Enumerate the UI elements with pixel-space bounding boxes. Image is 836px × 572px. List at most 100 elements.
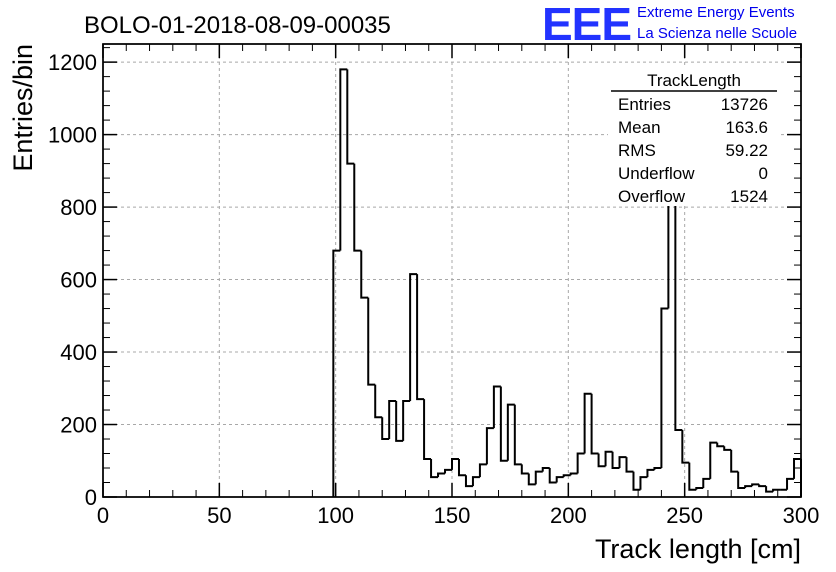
histogram-bin xyxy=(437,472,446,478)
histogram-bin xyxy=(513,404,522,466)
histogram-bin xyxy=(611,451,620,470)
histogram-bin xyxy=(793,457,801,479)
logo-line1: Extreme Energy Events xyxy=(637,4,795,21)
stats-title: TrackLength xyxy=(647,71,741,90)
histogram-bin xyxy=(667,191,676,309)
histogram-bin xyxy=(381,417,390,441)
stats-value-overflow: 1524 xyxy=(730,187,768,206)
histogram-bin xyxy=(569,472,578,476)
histogram-bin xyxy=(555,476,564,483)
stats-label-rms: RMS xyxy=(618,141,656,160)
histogram-bin xyxy=(534,470,543,485)
histogram-bin xyxy=(723,446,732,451)
histogram-bin xyxy=(786,477,795,490)
histogram-bin xyxy=(402,399,411,441)
histogram-bin xyxy=(478,463,487,478)
histogram-bin xyxy=(395,400,404,442)
histogram-bin xyxy=(457,458,466,477)
x-tick-label: 100 xyxy=(317,503,354,528)
histogram-bin xyxy=(709,441,718,479)
x-tick-label: 300 xyxy=(783,503,820,528)
logo-line2: La Scienza nelle Scuole xyxy=(637,25,797,42)
stats-label-entries: Entries xyxy=(618,95,671,114)
axis-ticks xyxy=(102,44,802,498)
x-tick-label: 250 xyxy=(666,503,703,528)
histogram-bin xyxy=(618,456,627,469)
histogram-bars xyxy=(332,68,802,497)
histogram-bin xyxy=(346,69,355,165)
stats-value-mean: 163.6 xyxy=(725,118,768,137)
histogram-bin xyxy=(464,475,473,488)
histogram-bin xyxy=(646,468,655,478)
y-tick-label: 1000 xyxy=(48,123,97,148)
histogram-bin xyxy=(562,474,571,478)
histogram-bin xyxy=(583,392,592,454)
y-tick-label: 200 xyxy=(60,413,97,438)
y-tick-label: 400 xyxy=(60,340,97,365)
histogram-bin xyxy=(765,486,774,493)
histogram-bin xyxy=(444,468,452,474)
histogram-bin xyxy=(332,249,341,497)
y-tick-label: 1200 xyxy=(48,50,97,75)
y-axis-title: Entries/bin xyxy=(8,44,38,172)
x-tick-label: 200 xyxy=(550,503,587,528)
histogram-bin xyxy=(576,452,585,474)
histogram-bin xyxy=(388,399,397,440)
stats-box: TrackLength Entries 13726 Mean 163.6 RMS… xyxy=(608,68,780,206)
plot-frame-top xyxy=(102,43,802,498)
logo-mark: EEE xyxy=(542,0,631,50)
x-axis-title: Track length [cm] xyxy=(595,534,801,564)
stats-label-underflow: Underflow xyxy=(618,164,695,183)
histogram-bin xyxy=(772,488,781,492)
histogram-bin xyxy=(688,462,697,491)
histogram-bin xyxy=(660,307,669,469)
y-tick-label: 600 xyxy=(60,268,97,293)
x-tick-label: 50 xyxy=(207,503,231,528)
histogram-bin xyxy=(520,464,529,475)
histogram-bin xyxy=(367,297,376,386)
histogram-bin xyxy=(548,468,557,484)
histogram-bin xyxy=(430,458,439,479)
histogram-bin xyxy=(751,483,760,487)
histogram-bin xyxy=(730,449,739,473)
stats-value-underflow: 0 xyxy=(759,164,768,183)
histogram-bin xyxy=(597,453,606,468)
histogram-bin xyxy=(590,393,599,455)
grid-lines xyxy=(103,44,801,497)
histogram-bin xyxy=(360,250,369,299)
histogram-bin xyxy=(339,68,348,251)
x-tick-label: 0 xyxy=(97,503,109,528)
y-tick-label: 0 xyxy=(85,485,97,510)
histogram-bin xyxy=(744,485,753,488)
histogram-bin xyxy=(506,403,515,461)
stats-value-entries: 13726 xyxy=(721,95,768,114)
histogram-bin xyxy=(499,386,508,462)
x-tick-label: 150 xyxy=(434,503,471,528)
histogram-bin xyxy=(541,467,550,472)
histogram-bin xyxy=(625,457,634,473)
histogram-bin xyxy=(632,471,641,491)
tick-labels: 0 50 100 150 200 250 300 0 200 400 600 800 1000 1200 xyxy=(48,50,819,528)
histogram-bin xyxy=(423,399,432,460)
histogram-bin xyxy=(758,484,767,488)
stats-label-mean: Mean xyxy=(618,118,661,137)
histogram-bin xyxy=(681,429,690,464)
histogram-bin xyxy=(485,427,494,465)
histogram-bin xyxy=(695,486,704,490)
histogram-bin xyxy=(716,442,725,448)
y-tick-label: 800 xyxy=(60,195,97,220)
histogram-bin xyxy=(604,450,613,467)
histogram-bin xyxy=(702,477,711,488)
histogram-bin xyxy=(527,473,536,486)
histogram-bin xyxy=(451,457,459,470)
histogram-bin xyxy=(674,192,683,431)
histogram-bin xyxy=(374,384,383,419)
chart-title: BOLO-01-2018-08-09-00035 xyxy=(84,12,391,39)
histogram-bin xyxy=(639,476,648,490)
histogram-bin xyxy=(653,467,662,470)
histogram-bin xyxy=(737,471,746,489)
stats-value-rms: 59.22 xyxy=(725,141,768,160)
histogram-bin xyxy=(492,385,501,429)
logo: EEE Extreme Energy Events La Scienza nel… xyxy=(542,0,797,50)
histogram-bin xyxy=(353,163,362,252)
